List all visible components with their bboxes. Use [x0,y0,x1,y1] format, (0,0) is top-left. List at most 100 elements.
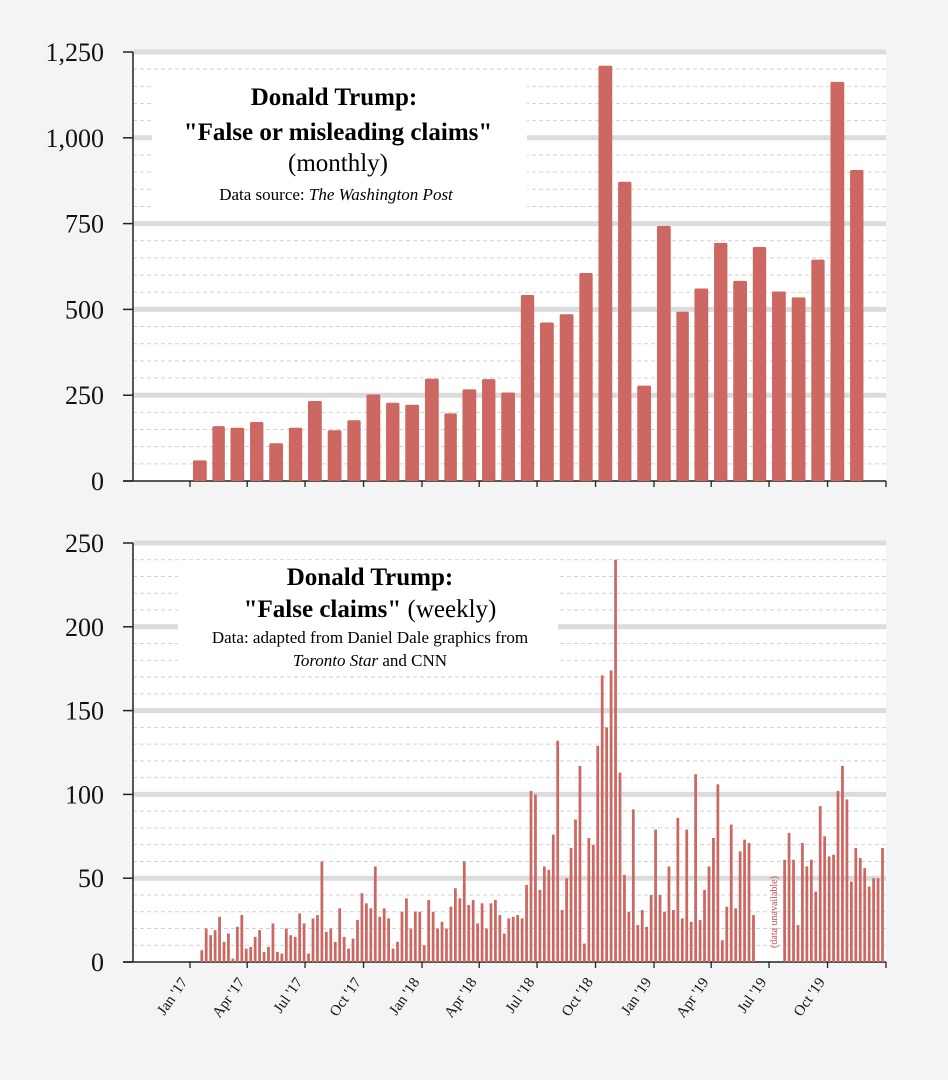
weekly-bar [609,670,613,962]
weekly-bar [712,837,715,962]
weekly-bar [676,817,680,962]
weekly-bar [258,930,261,962]
weekly-bar [787,832,791,962]
weekly-x-tick-label: Jul '17 [271,975,307,1016]
weekly-bar [253,936,257,962]
weekly-bar [231,958,235,962]
weekly-chart-source-line1: Data: adapted from Daniel Dale graphics … [212,628,528,647]
monthly-bar [618,181,632,481]
weekly-bar [565,878,568,962]
weekly-bar [240,915,244,962]
weekly-x-tick-label: Apr '17 [210,975,249,1021]
weekly-bar [436,928,439,962]
weekly-bar [471,899,475,962]
weekly-bar [796,925,800,962]
monthly-bar [482,379,496,481]
weekly-bar [307,953,310,962]
weekly-bar [867,886,871,962]
weekly-chart-source-line2: Toronto Star and CNN [293,651,447,670]
monthly-chart-title-line3: (monthly) [288,150,388,177]
weekly-bar [649,894,653,962]
monthly-bar [579,273,593,481]
weekly-bar [485,928,488,962]
weekly-bar [347,948,350,962]
weekly-bar [814,891,818,962]
weekly-bar [863,868,867,962]
weekly-bar [293,936,297,962]
data-unavailable-note: (data unavailable) [769,876,780,948]
weekly-bar [289,935,293,962]
weekly-x-tick-label: Jan '17 [154,975,191,1019]
monthly-bar [288,427,303,481]
weekly-bar [227,933,230,962]
weekly-bar [725,906,729,962]
weekly-bar [583,943,586,962]
weekly-bar [636,925,640,962]
weekly-bar [841,765,844,962]
weekly-x-tick-label: Oct '17 [327,975,365,1020]
monthly-bar [424,378,439,481]
weekly-bar [805,866,809,962]
weekly-bar [351,938,355,962]
weekly-bar [551,834,555,962]
monthly-bar [347,420,361,481]
monthly-bar [540,322,554,481]
weekly-bar [752,915,755,962]
weekly-bar [832,854,835,962]
weekly-bar [698,920,702,962]
weekly-bar [716,784,720,962]
weekly-y-tick-label: 100 [65,780,104,809]
monthly-y-tick-label: 1,000 [46,124,105,153]
weekly-bar [520,918,524,962]
weekly-bar [244,948,248,962]
monthly-bar [772,291,786,481]
weekly-bar [631,809,635,962]
weekly-bar [792,859,795,962]
monthly-bar [559,314,574,481]
weekly-bar [298,913,302,962]
monthly-bar [327,430,342,481]
monthly-bars [192,65,864,482]
monthly-y-tick-label: 0 [91,467,104,496]
monthly-bar [250,421,264,481]
monthly-bar [733,280,748,481]
weekly-bar [400,911,404,962]
weekly-bar [427,899,431,962]
weekly-bar [596,745,600,962]
weekly-bar [320,861,324,962]
weekly-bar [872,878,875,962]
weekly-bar [720,940,724,962]
monthly-bar [462,389,477,481]
weekly-bar [271,923,275,962]
monthly-bar [752,246,767,481]
weekly-bar [854,848,858,962]
weekly-x-tick-label: Jul '19 [735,975,770,1016]
monthly-bar [694,288,709,481]
monthly-bar [501,392,516,481]
weekly-bar [267,946,270,962]
weekly-bar [818,806,822,962]
weekly-bar [311,918,315,962]
monthly-y-tick-label: 1,250 [46,38,105,67]
monthly-chart-title-line2: "False or misleading claims" [184,119,493,146]
weekly-x-tick-label: Apr '18 [442,975,481,1021]
monthly-y-tick-label: 500 [65,295,104,324]
weekly-bar [578,765,582,962]
monthly-bar [230,427,245,481]
weekly-bar [480,903,484,962]
weekly-bar [431,911,435,962]
weekly-bar [560,910,564,962]
weekly-bar [200,950,204,962]
weekly-bar [525,884,528,962]
weekly-x-tick-label: Apr '19 [674,975,713,1021]
weekly-bar [458,898,462,962]
weekly-bar [418,911,422,962]
weekly-bar [614,559,617,962]
weekly-bar [534,794,537,962]
weekly-bar [605,727,609,962]
weekly-bar [538,889,542,962]
weekly-bar [440,921,444,962]
monthly-bar [598,65,613,481]
weekly-bar [703,889,706,962]
monthly-title-background [152,78,527,210]
